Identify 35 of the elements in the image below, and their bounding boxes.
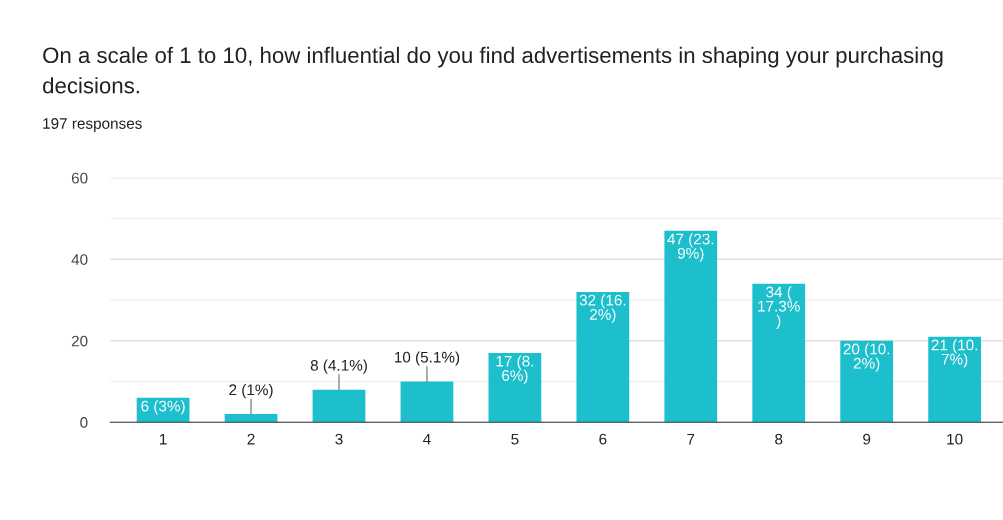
x-tick-label: 8 [775,433,783,445]
chart-subtitle: 197 responses [43,118,142,132]
x-tick-label: 3 [335,433,343,445]
bar [312,389,366,423]
bar [664,230,718,423]
y-tick-label: 20 [71,335,88,347]
x-tick-label: 4 [423,433,431,445]
data-label: 17 (8. 6%) [496,355,534,384]
bar [576,291,630,423]
data-label: 8 (4.1%) [310,359,367,374]
bar [400,381,454,423]
data-label: 6 (3%) [141,400,185,415]
data-label: 10 (5.1%) [394,351,460,366]
data-label: 21 (10. 7%) [931,339,978,368]
data-label: 47 (23. 9%) [667,233,714,262]
data-label: 32 (16. 2%) [579,294,626,323]
y-tick-label: 60 [71,172,88,184]
data-label: 34 ( 17.3% ) [758,286,800,329]
bar [488,352,542,423]
bar [928,336,982,423]
data-label: 2 (1%) [229,383,273,399]
chart-title: On a scale of 1 to 10, how influential do you find advertisements in shaping your purchasing decisions. [43,46,943,94]
y-tick-label: 0 [80,417,88,428]
x-tick-label: 2 [247,433,255,445]
data-label: 20 (10. 2%) [843,343,890,372]
x-tick-label: 10 [947,433,963,445]
x-tick-label: 9 [863,433,871,445]
x-tick-label: 1 [160,433,167,445]
bar [752,283,806,423]
bar [224,414,278,423]
bar [840,340,894,423]
x-tick-label: 5 [511,433,519,445]
x-tick-label: 7 [687,433,695,445]
x-tick-label: 6 [599,433,607,445]
y-tick-label: 40 [71,254,88,265]
